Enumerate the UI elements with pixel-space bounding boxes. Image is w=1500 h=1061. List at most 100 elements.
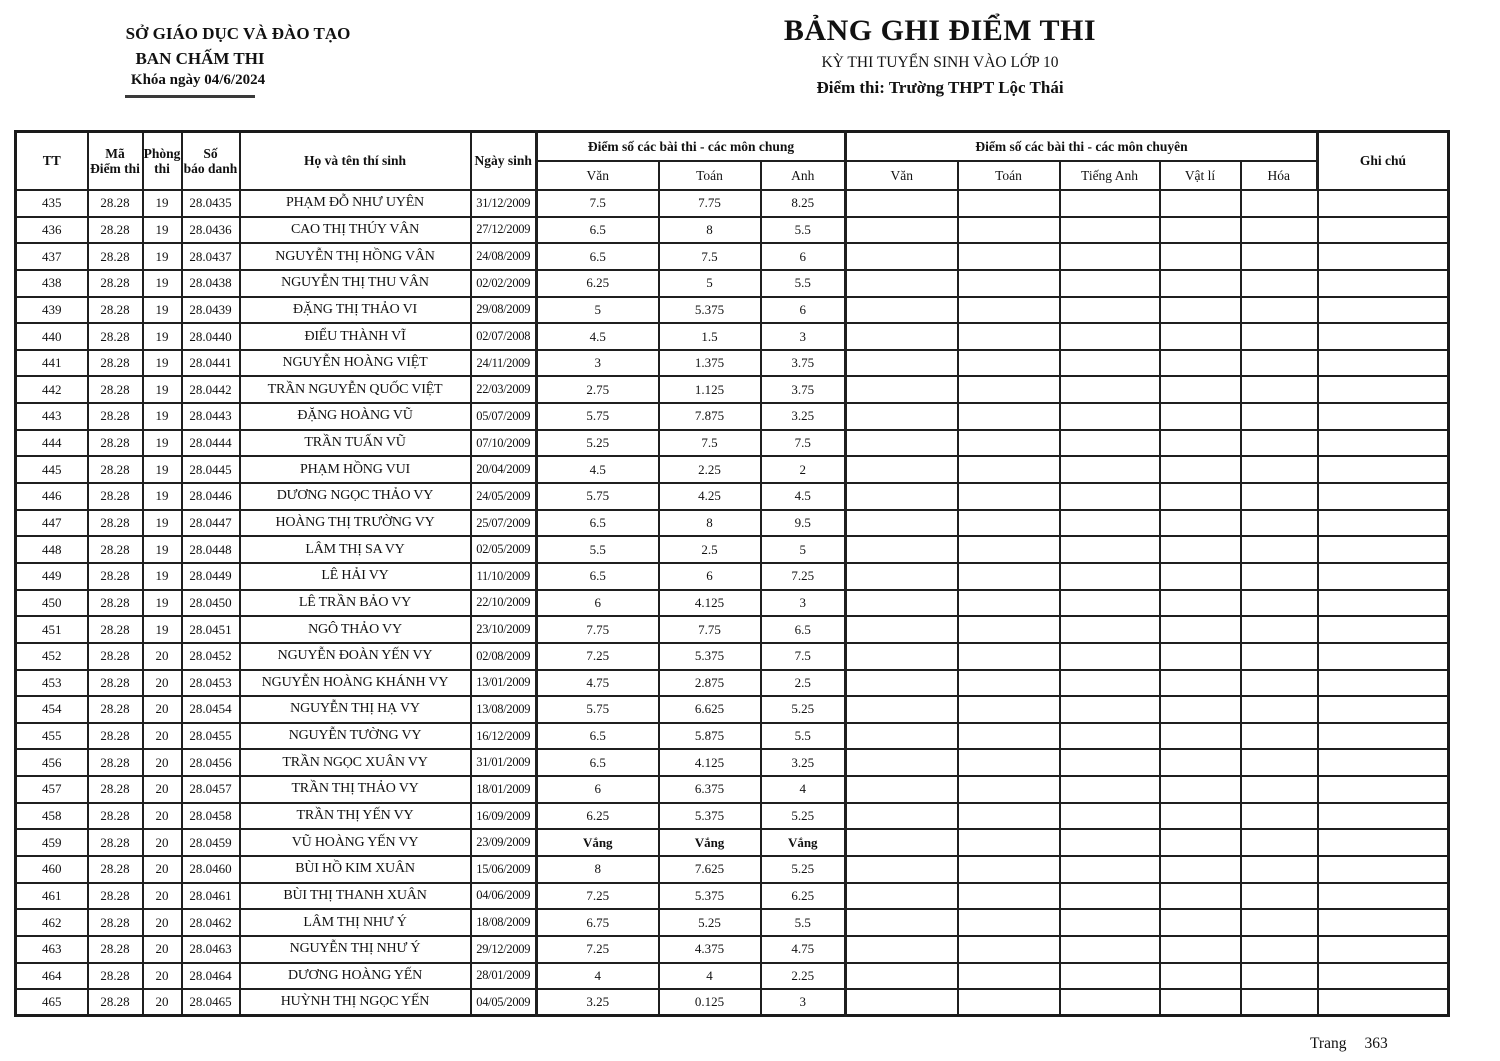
cell-candidate-number: 28.0461	[180, 881, 241, 911]
cell-note	[1316, 855, 1450, 884]
cell-specialized-hoa	[1239, 561, 1319, 591]
cell-score-anh: 3.75	[759, 348, 847, 378]
cell-score-toan: 6.375	[657, 775, 762, 804]
cell-specialized-toan	[956, 801, 1061, 831]
cell-specialized-tieng-anh	[1058, 641, 1161, 671]
cell-specialized-vat-li	[1158, 695, 1242, 724]
cell-date-of-birth: 02/07/2008	[469, 322, 538, 351]
col-header-candidate-number-line2: báo danh	[183, 161, 238, 176]
cell-specialized-vat-li	[1158, 828, 1242, 858]
cell-score-toan: 4.125	[657, 748, 762, 778]
cell-tt: 451	[14, 615, 89, 644]
cell-note	[1316, 428, 1450, 458]
cell-candidate-number: 28.0459	[180, 828, 241, 858]
table-row: 441 28.28 19 28.0441 NGUYỄN HOÀNG VIỆT 2…	[14, 348, 1450, 378]
cell-specialized-toan	[956, 934, 1061, 964]
cell-score-anh: 6	[759, 242, 847, 271]
cell-specialized-vat-li	[1158, 588, 1242, 618]
cell-tt: 455	[14, 721, 89, 751]
cell-date-of-birth: 20/04/2009	[469, 455, 538, 485]
cell-candidate-name: BÙI HỒ KIM XUÂN	[238, 855, 472, 884]
cell-exam-site-code: 28.28	[86, 268, 144, 298]
cell-score-toan: 1.125	[657, 375, 762, 405]
table-row: 447 28.28 19 28.0447 HOÀNG THỊ TRƯỜNG VY…	[14, 508, 1450, 538]
cell-date-of-birth: 07/10/2009	[469, 428, 538, 458]
cell-room: 19	[141, 508, 183, 538]
cell-room: 19	[141, 242, 183, 271]
cell-note	[1316, 322, 1450, 351]
cell-specialized-toan	[956, 455, 1061, 485]
cell-date-of-birth: 24/11/2009	[469, 348, 538, 378]
cell-room: 20	[141, 801, 183, 831]
cell-tt: 440	[14, 322, 89, 351]
cell-date-of-birth: 04/06/2009	[469, 881, 538, 911]
cell-specialized-van	[844, 482, 959, 511]
table-row: 438 28.28 19 28.0438 NGUYỄN THỊ THU VÂN …	[14, 268, 1450, 298]
cell-date-of-birth: 05/07/2009	[469, 402, 538, 431]
cell-date-of-birth: 31/01/2009	[469, 748, 538, 778]
table-row: 446 28.28 19 28.0446 DƯƠNG NGỌC THẢO VY …	[14, 482, 1450, 511]
cell-specialized-toan	[956, 721, 1061, 751]
cell-note	[1316, 721, 1450, 751]
cell-date-of-birth: 22/10/2009	[469, 588, 538, 618]
cell-date-of-birth: 04/05/2009	[469, 988, 538, 1017]
cell-tt: 457	[14, 775, 89, 804]
cell-specialized-toan	[956, 428, 1061, 458]
cell-note	[1316, 828, 1450, 858]
cell-score-anh: 3	[759, 588, 847, 618]
cell-candidate-name: BÙI THỊ THANH XUÂN	[238, 881, 472, 911]
col-header-candidate-name: Họ và tên thí sinh	[238, 130, 472, 191]
cell-score-toan: 4.125	[657, 588, 762, 618]
table-row: 452 28.28 20 28.0452 NGUYỄN ĐOÀN YẾN VY …	[14, 641, 1450, 671]
cell-specialized-toan	[956, 268, 1061, 298]
table-row: 443 28.28 19 28.0443 ĐẶNG HOÀNG VŨ 05/07…	[14, 402, 1450, 431]
cell-specialized-toan	[956, 695, 1061, 724]
cell-date-of-birth: 16/09/2009	[469, 801, 538, 831]
sub-header-specialized-toan: Toán	[956, 160, 1061, 191]
cell-candidate-number: 28.0436	[180, 215, 241, 245]
table-row: 444 28.28 19 28.0444 TRẦN TUẤN VŨ 07/10/…	[14, 428, 1450, 458]
cell-candidate-name: ĐẶNG THỊ THẢO VI	[238, 295, 472, 325]
cell-score-van: 6.5	[535, 215, 660, 245]
cell-tt: 448	[14, 535, 89, 564]
cell-tt: 452	[14, 641, 89, 671]
cell-score-anh: 2.5	[759, 668, 847, 698]
cell-candidate-number: 28.0463	[180, 934, 241, 964]
cell-specialized-toan	[956, 828, 1061, 858]
cell-score-van: 7.5	[535, 189, 660, 218]
cell-score-anh: 9.5	[759, 508, 847, 538]
cell-candidate-number: 28.0465	[180, 988, 241, 1017]
cell-candidate-number: 28.0446	[180, 482, 241, 511]
cell-exam-site-code: 28.28	[86, 402, 144, 431]
cell-room: 19	[141, 189, 183, 218]
sub-header-van: Văn	[535, 160, 660, 191]
cell-note	[1316, 375, 1450, 405]
cell-specialized-tieng-anh	[1058, 828, 1161, 858]
cell-score-van: 7.75	[535, 615, 660, 644]
cell-specialized-toan	[956, 242, 1061, 271]
cell-candidate-number: 28.0440	[180, 322, 241, 351]
cell-specialized-hoa	[1239, 695, 1319, 724]
cell-score-van: 6.25	[535, 268, 660, 298]
cell-specialized-vat-li	[1158, 375, 1242, 405]
cell-specialized-toan	[956, 189, 1061, 218]
col-header-exam-site-code-line1: Mã	[105, 145, 125, 161]
cell-score-van: 6.5	[535, 561, 660, 591]
cell-specialized-hoa	[1239, 855, 1319, 884]
cell-score-toan: 5.875	[657, 721, 762, 751]
cell-specialized-hoa	[1239, 961, 1319, 991]
cell-specialized-van	[844, 615, 959, 644]
page-number-value: 363	[1364, 1035, 1388, 1052]
cell-score-anh: 4	[759, 775, 847, 804]
table-row: 442 28.28 19 28.0442 TRẦN NGUYỄN QUỐC VI…	[14, 375, 1450, 405]
cell-specialized-toan	[956, 375, 1061, 405]
cell-note	[1316, 668, 1450, 698]
cell-specialized-tieng-anh	[1058, 189, 1161, 218]
cell-room: 19	[141, 295, 183, 325]
cell-candidate-number: 28.0441	[180, 348, 241, 378]
cell-specialized-tieng-anh	[1058, 322, 1161, 351]
cell-specialized-hoa	[1239, 908, 1319, 937]
cell-tt: 459	[14, 828, 89, 858]
cell-candidate-name: HOÀNG THỊ TRƯỜNG VY	[238, 508, 472, 538]
table-row: 460 28.28 20 28.0460 BÙI HỒ KIM XUÂN 15/…	[14, 855, 1450, 884]
